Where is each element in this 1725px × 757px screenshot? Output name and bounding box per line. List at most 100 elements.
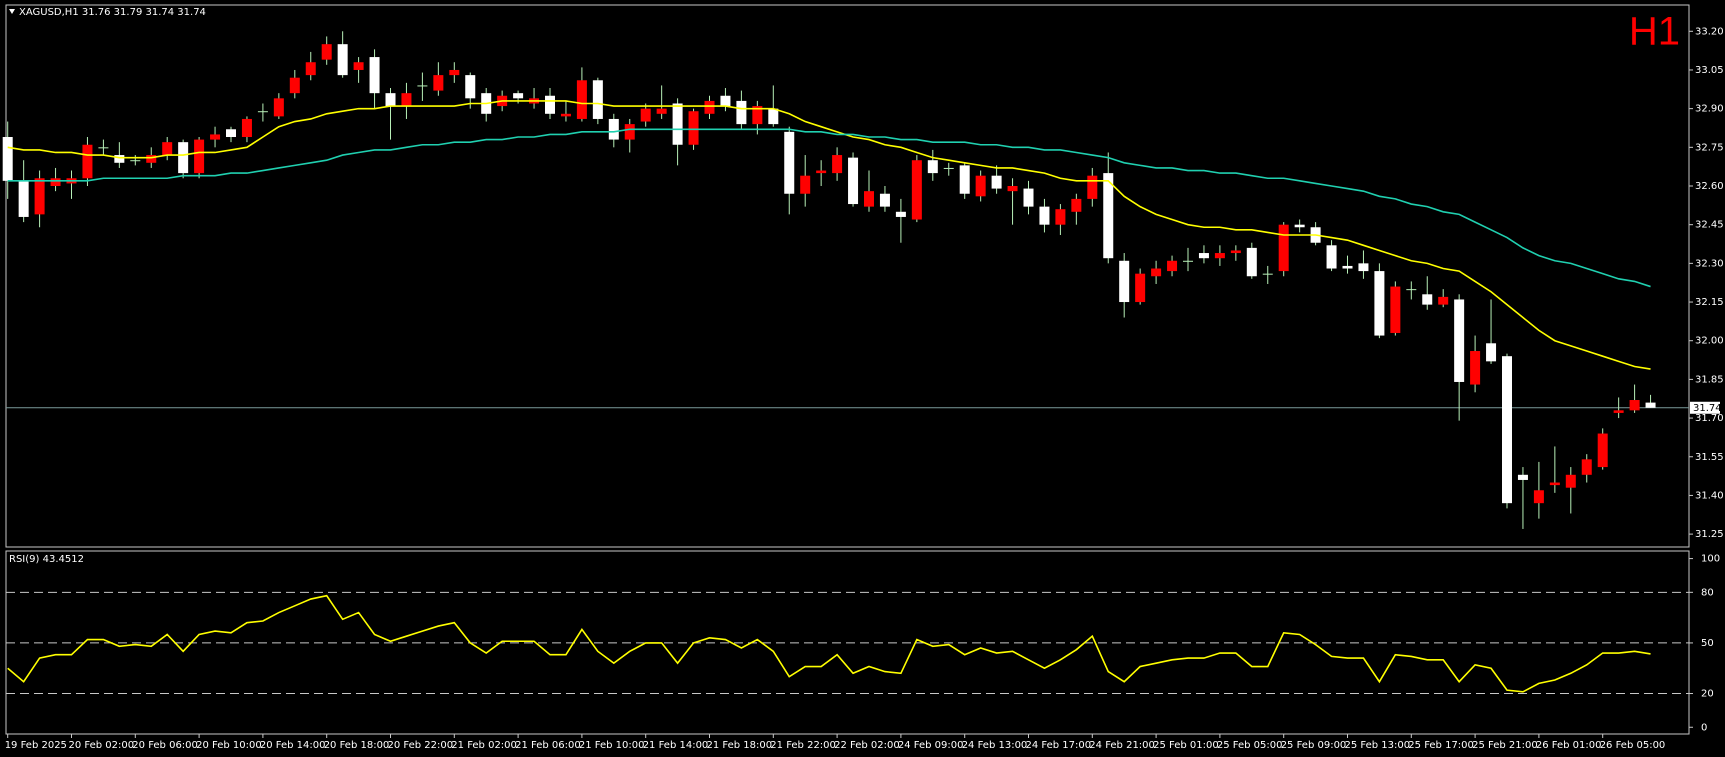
y-tick-label: 31.55: [1695, 452, 1724, 463]
candle-body: [18, 180, 29, 217]
candle-body: [704, 100, 715, 114]
candle-body: [1198, 253, 1209, 259]
y-tick-label: 32.15: [1695, 297, 1724, 308]
candle-body: [385, 93, 396, 107]
x-tick-label: 21 Feb 22:00: [770, 740, 836, 751]
candle-body: [353, 62, 364, 70]
candle-body: [1454, 299, 1465, 382]
candle-body: [1597, 433, 1608, 468]
candle-body: [1517, 474, 1528, 480]
candle-body: [911, 160, 922, 220]
x-tick-label: 21 Feb 14:00: [643, 740, 709, 751]
grid-layer: [6, 407, 1689, 695]
x-tick-label: 26 Feb 01:00: [1536, 740, 1602, 751]
x-tick-label: 25 Feb 17:00: [1408, 740, 1474, 751]
candle-body: [1374, 271, 1385, 336]
candle-body: [273, 98, 284, 117]
candle-body: [82, 144, 93, 179]
x-tick-label: 26 Feb 05:00: [1600, 740, 1666, 751]
y-tick-label: 31.25: [1695, 529, 1724, 540]
candle-body: [752, 106, 763, 125]
symbol-info: XAGUSD,H1 31.76 31.79 31.74 31.74: [19, 7, 206, 18]
y-tick-label: 100: [1701, 554, 1720, 565]
candle-body: [1502, 356, 1512, 504]
candle-body: [417, 85, 428, 87]
candle-body: [210, 134, 221, 140]
candle-body: [401, 93, 412, 107]
candle-body: [34, 178, 45, 215]
candle-body: [560, 113, 571, 117]
candle-body: [321, 44, 332, 60]
candle-body: [433, 75, 444, 91]
candle-body: [688, 111, 699, 145]
candle-body: [975, 175, 986, 197]
candle-body: [1262, 273, 1273, 275]
candle-body: [1342, 265, 1353, 269]
x-tick-label: 25 Feb 09:00: [1281, 740, 1347, 751]
y-tick-label: 33.05: [1695, 65, 1724, 76]
y-tick-label: 33.20: [1695, 26, 1724, 37]
candle-body: [1151, 268, 1162, 277]
y-tick-label: 31.70: [1695, 413, 1724, 424]
candle-body: [1246, 247, 1257, 277]
moving-average-line: [7, 128, 1651, 288]
candle-body: [1581, 459, 1592, 475]
y-tick-label: 32.75: [1695, 142, 1724, 153]
x-tick-label: 21 Feb 06:00: [515, 740, 581, 751]
rsi-line: [7, 594, 1651, 693]
x-tick-label: 25 Feb 01:00: [1153, 740, 1219, 751]
candle-body: [50, 178, 61, 186]
candle-body: [1135, 273, 1146, 303]
y-tick-label: 20: [1701, 689, 1714, 700]
x-tick-label: 24 Feb 21:00: [1089, 740, 1155, 751]
candle-body: [864, 191, 874, 207]
candle-body: [1103, 173, 1114, 259]
candle-body: [513, 93, 524, 99]
candle-body: [1214, 253, 1225, 259]
candle-body: [800, 175, 811, 194]
y-tick-label: 32.60: [1695, 181, 1724, 192]
candle-body: [656, 108, 667, 114]
candle-body: [289, 77, 300, 94]
candle-body: [1183, 260, 1193, 262]
candle-body: [991, 175, 1002, 189]
candle-body: [1486, 343, 1497, 362]
rsi-title: RSI(9) 43.4512: [9, 554, 84, 565]
candle-body: [194, 139, 205, 174]
candle-body: [736, 100, 747, 125]
candle-body: [1470, 351, 1481, 385]
candle-body: [337, 44, 348, 76]
candle-body: [608, 118, 619, 140]
x-tick-label: 20 Feb 10:00: [196, 740, 262, 751]
x-tick-label: 20 Feb 06:00: [132, 740, 198, 751]
candle-body: [146, 155, 157, 163]
candle-body: [943, 167, 954, 169]
moving-average-line: [7, 100, 1651, 370]
y-tick-label: 80: [1701, 587, 1714, 598]
candle-body: [178, 142, 189, 174]
candle-body: [1278, 224, 1289, 272]
candle-body: [1294, 224, 1305, 228]
symbol-menu-arrow[interactable]: [9, 9, 15, 14]
candle-body: [1390, 286, 1401, 333]
y-tick-label: 31.85: [1695, 374, 1724, 385]
candle-body: [768, 108, 779, 125]
candle-body: [257, 111, 268, 113]
candle-body: [1613, 410, 1624, 413]
x-tick-label: 20 Feb 18:00: [324, 740, 390, 751]
candle-body: [1645, 402, 1656, 408]
x-tick-label: 24 Feb 13:00: [962, 740, 1028, 751]
y-tick-label: 31.40: [1695, 490, 1724, 501]
candle-body: [98, 147, 109, 149]
candle-body: [465, 75, 476, 99]
candle-body: [1629, 400, 1640, 411]
y-tick-label: 32.90: [1695, 104, 1724, 115]
candle-body: [226, 129, 236, 138]
candle-body: [959, 165, 970, 194]
x-tick-label: 24 Feb 09:00: [898, 740, 964, 751]
x-tick-label: 25 Feb 13:00: [1345, 740, 1411, 751]
y-tick-label: 50: [1701, 638, 1714, 649]
candle-body: [879, 193, 890, 207]
